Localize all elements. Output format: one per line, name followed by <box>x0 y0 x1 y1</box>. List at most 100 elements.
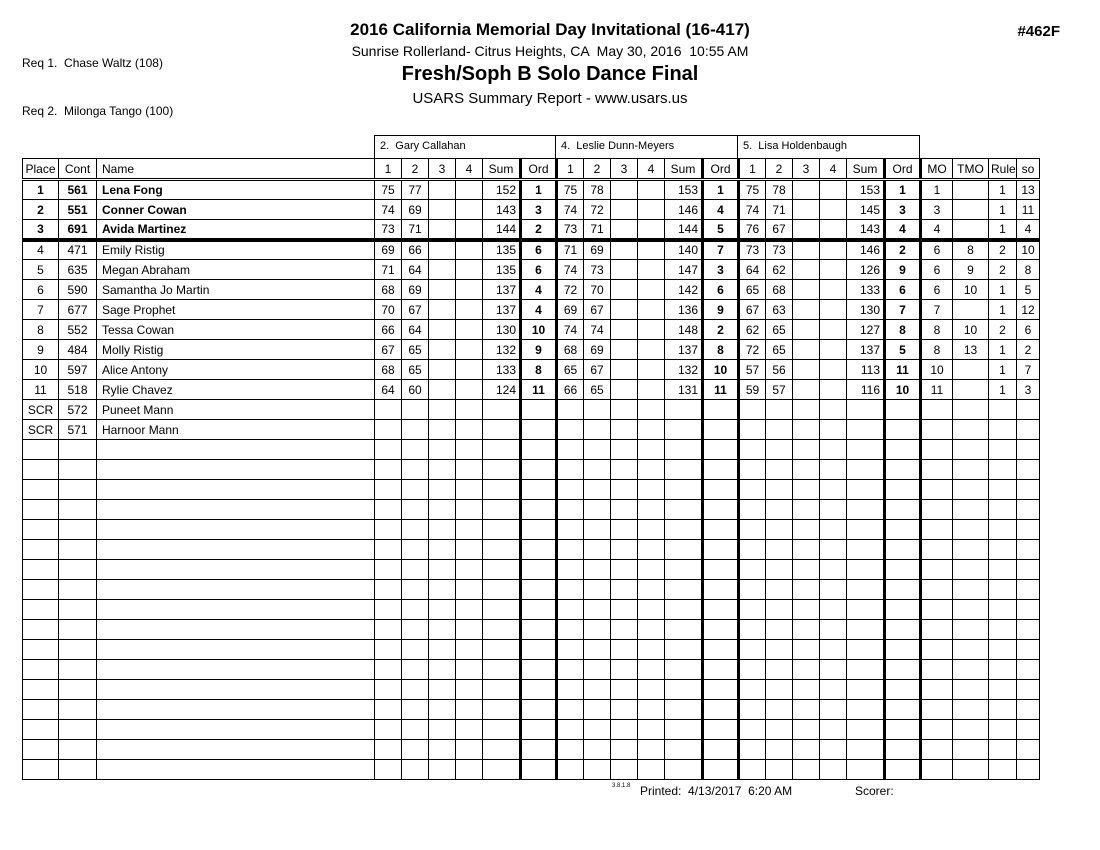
so-cell <box>1016 399 1040 420</box>
empty-cell <box>664 599 703 620</box>
score-cell <box>583 419 611 440</box>
empty-cell <box>637 459 665 480</box>
empty-cell <box>883 719 922 740</box>
score-cell: 69 <box>401 199 429 220</box>
empty-cell <box>374 439 402 460</box>
empty-cell <box>455 519 483 540</box>
empty-row <box>22 759 1040 780</box>
rule-cell: 1 <box>988 359 1017 380</box>
empty-cell <box>482 539 521 560</box>
empty-cell <box>883 459 922 480</box>
empty-row <box>22 559 1040 580</box>
place-cell: 3 <box>22 219 59 242</box>
table-row: SCR 571 Harnoor Mann <box>22 419 1040 440</box>
score-cell <box>428 359 456 380</box>
empty-cell <box>988 579 1017 600</box>
score-cell: 78 <box>765 179 793 200</box>
score-cell: 64 <box>738 259 766 280</box>
place-cell: 8 <box>22 319 59 340</box>
score-cell: 64 <box>374 379 402 400</box>
score-cell <box>738 419 766 440</box>
rule-cell: 2 <box>988 239 1017 260</box>
table-row: 5 635 Megan Abraham 71 64 135 6 74 73 147 3 64 62 126… <box>22 259 1040 280</box>
empty-cell <box>556 539 584 560</box>
empty-cell <box>792 479 820 500</box>
empty-cell <box>920 679 953 700</box>
col-header-score: 4 <box>455 158 483 181</box>
empty-cell <box>519 479 558 500</box>
empty-cell <box>22 479 59 500</box>
empty-cell <box>556 699 584 720</box>
so-cell: 5 <box>1016 279 1040 300</box>
place-cell: 10 <box>22 359 59 380</box>
ord-cell: 5 <box>701 219 740 242</box>
sum-cell: 130 <box>482 319 521 340</box>
empty-cell <box>701 539 740 560</box>
score-cell <box>637 339 665 360</box>
empty-cell <box>401 459 429 480</box>
score-cell: 72 <box>738 339 766 360</box>
empty-cell <box>701 679 740 700</box>
score-cell <box>610 379 638 400</box>
score-cell <box>428 339 456 360</box>
sum-cell: 144 <box>482 219 521 242</box>
empty-cell <box>374 679 402 700</box>
score-cell: 68 <box>374 279 402 300</box>
empty-cell <box>920 759 953 780</box>
empty-cell <box>637 619 665 640</box>
empty-cell <box>819 739 847 760</box>
col-header-mo: MO <box>920 158 953 181</box>
empty-cell <box>819 659 847 680</box>
empty-cell <box>819 699 847 720</box>
empty-cell <box>58 539 97 560</box>
score-cell <box>610 299 638 320</box>
score-cell <box>792 399 820 420</box>
score-cell: 68 <box>374 359 402 380</box>
ord-cell: 3 <box>701 259 740 280</box>
score-cell: 69 <box>556 299 584 320</box>
empty-cell <box>482 559 521 580</box>
empty-cell <box>819 439 847 460</box>
empty-cell <box>664 539 703 560</box>
name-cell: Conner Cowan <box>96 199 375 220</box>
page-title: 2016 California Memorial Day Invitationa… <box>350 20 750 39</box>
empty-cell <box>455 479 483 500</box>
score-cell: 72 <box>556 279 584 300</box>
event-code: #462F <box>1017 23 1060 40</box>
mo-cell <box>920 419 953 440</box>
empty-cell <box>701 479 740 500</box>
mo-cell: 8 <box>920 339 953 360</box>
empty-cell <box>920 719 953 740</box>
empty-cell <box>1016 679 1040 700</box>
empty-cell <box>846 459 885 480</box>
empty-cell <box>883 659 922 680</box>
name-cell: Harnoor Mann <box>96 419 375 440</box>
score-cell <box>428 279 456 300</box>
ord-cell: 3 <box>883 199 922 220</box>
empty-cell <box>1016 639 1040 660</box>
score-cell: 71 <box>765 199 793 220</box>
empty-cell <box>920 579 953 600</box>
score-cell <box>610 259 638 280</box>
empty-cell <box>401 559 429 580</box>
score-cell <box>637 419 665 440</box>
empty-row <box>22 599 1040 620</box>
sum-cell: 148 <box>664 319 703 340</box>
empty-cell <box>664 619 703 640</box>
empty-cell <box>374 479 402 500</box>
ord-cell: 11 <box>519 379 558 400</box>
score-cell <box>792 299 820 320</box>
ord-cell <box>701 419 740 440</box>
ord-cell <box>883 399 922 420</box>
score-cell <box>765 419 793 440</box>
score-cell <box>610 239 638 260</box>
empty-cell <box>455 579 483 600</box>
col-header-score: 4 <box>637 158 665 181</box>
empty-cell <box>701 499 740 520</box>
empty-cell <box>374 759 402 780</box>
ord-cell: 6 <box>701 279 740 300</box>
score-cell: 56 <box>765 359 793 380</box>
tmo-cell <box>952 359 989 380</box>
empty-cell <box>583 659 611 680</box>
mo-cell <box>920 399 953 420</box>
